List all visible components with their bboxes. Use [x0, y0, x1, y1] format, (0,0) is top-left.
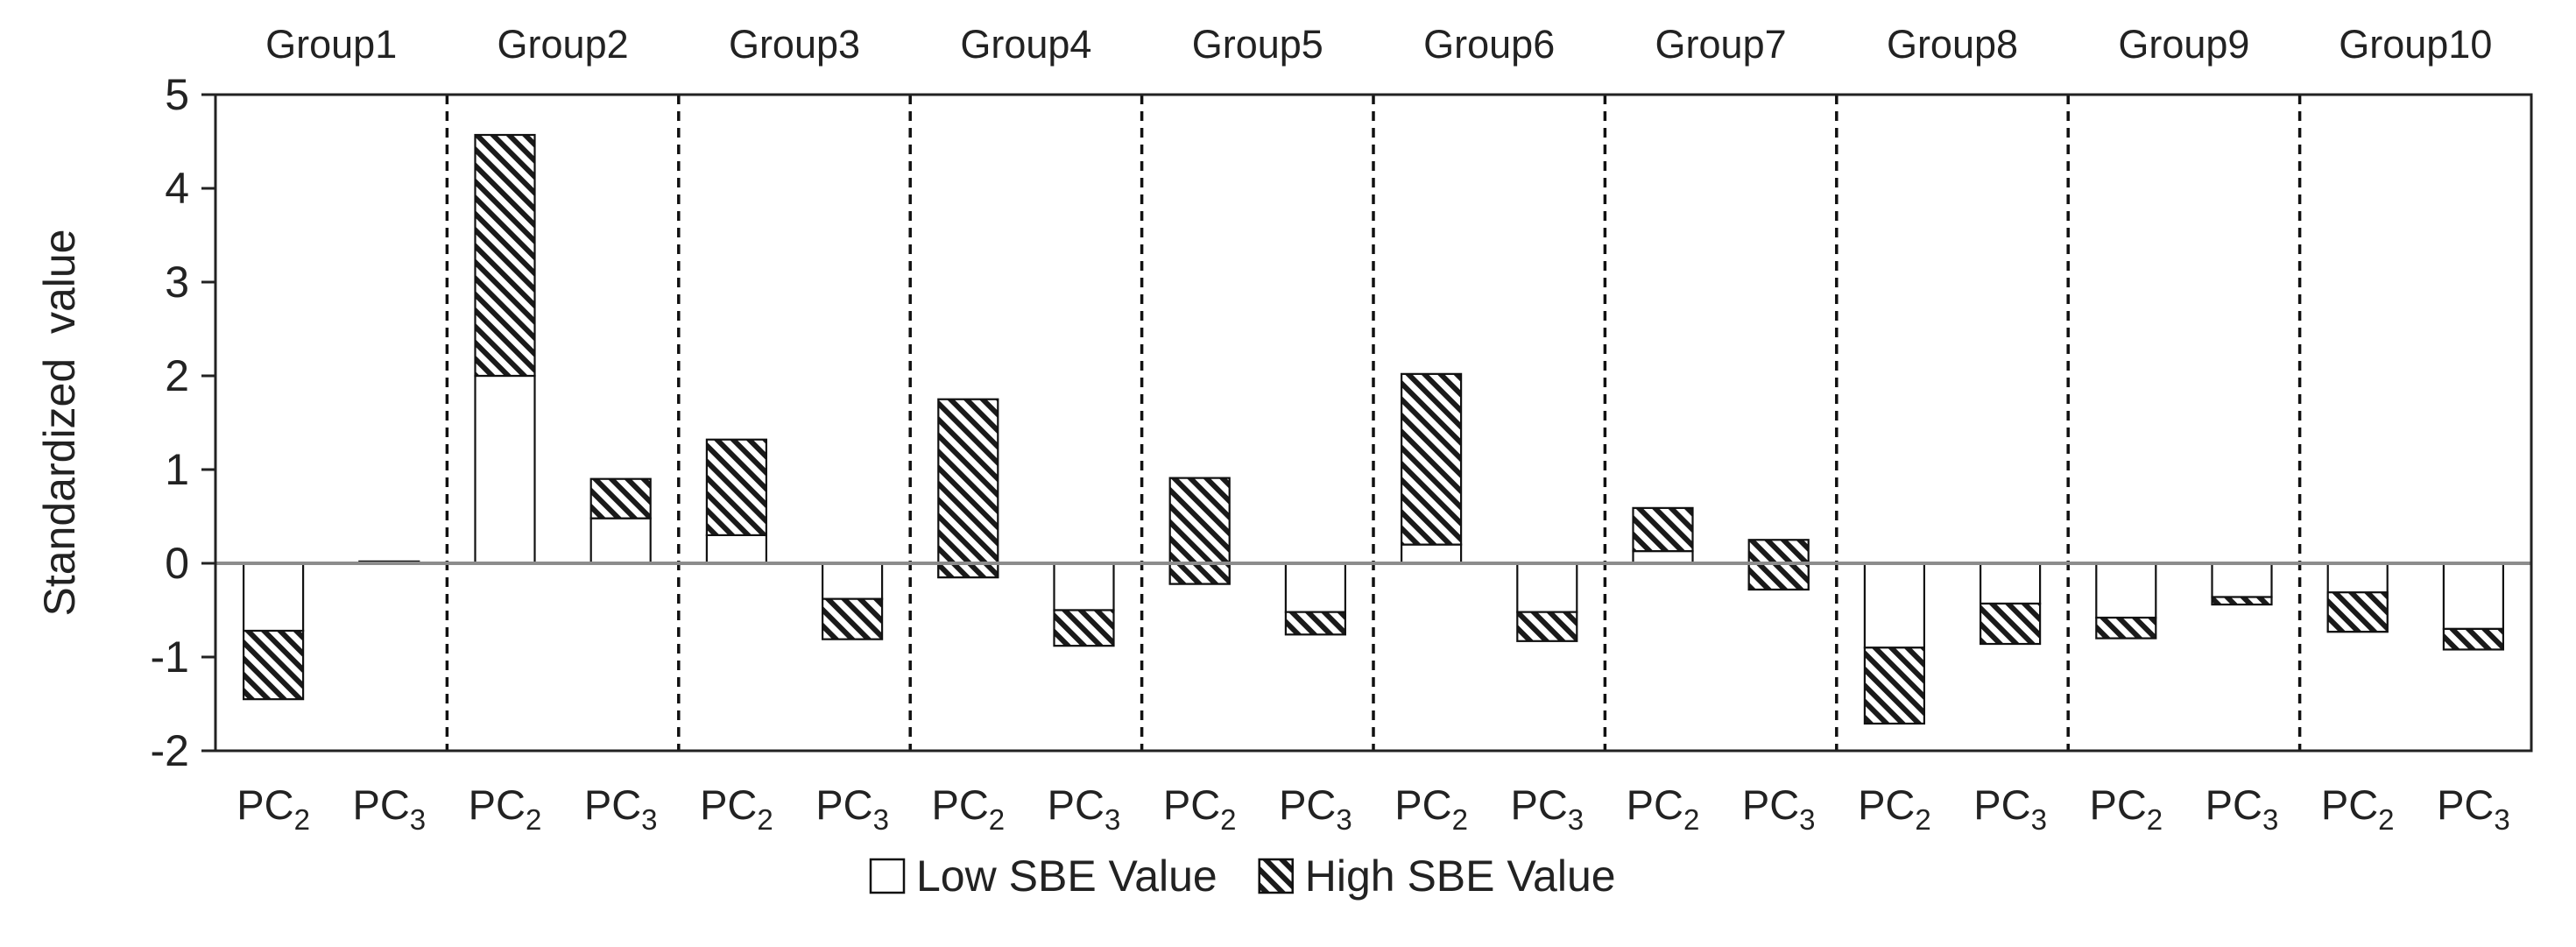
group-label-1: Group1: [265, 22, 397, 67]
bar-low-group2-pc3: [589, 517, 652, 565]
pc-label-group2-pc2: PC2: [469, 781, 542, 836]
y-tick-label: 3: [165, 258, 189, 307]
bar-high-group5-pc2: [1168, 477, 1231, 585]
bar-high-group10-pc2: [2326, 591, 2389, 633]
bar-high-group10-pc3: [2442, 627, 2504, 651]
group-separators: [445, 95, 2302, 751]
group-label-6: Group6: [1423, 22, 1555, 67]
bar-low-group6-pc2: [1400, 543, 1463, 565]
bar-low-group5-pc3: [1284, 562, 1347, 613]
y-tick-label: 5: [165, 70, 189, 119]
bar-high-group9-pc3: [2211, 596, 2273, 606]
group-label-9: Group9: [2118, 22, 2249, 67]
bar-high-group8-pc3: [1980, 602, 2042, 646]
legend: Low SBE Value High SBE Value: [869, 852, 1616, 901]
pc-label-group6-pc2: PC2: [1394, 781, 1468, 836]
group-label-10: Group10: [2339, 22, 2492, 67]
plot-area-border: [214, 93, 2533, 753]
pc-label-group3-pc2: PC2: [700, 781, 773, 836]
bar-low-group8-pc3: [1980, 562, 2042, 605]
bar-low-group9-pc2: [2095, 562, 2157, 619]
bar-high-group3-pc2: [705, 438, 768, 537]
bar-high-group8-pc2: [1863, 647, 1925, 725]
group-label-5: Group5: [1192, 22, 1323, 67]
bar-low-group1-pc2: [243, 562, 305, 633]
legend-label-high: High SBE Value: [1305, 852, 1616, 901]
pc-label-group6-pc3: PC3: [1510, 781, 1584, 836]
axes: [201, 93, 2533, 753]
bar-high-group5-pc3: [1284, 611, 1347, 636]
bar-low-group6-pc3: [1516, 562, 1578, 613]
bar-low-group9-pc3: [2211, 562, 2273, 598]
pc-label-group9-pc2: PC2: [2089, 781, 2163, 836]
bar-low-group4-pc3: [1053, 562, 1115, 611]
bars: [243, 133, 2504, 725]
pc-label-group1-pc2: PC2: [236, 781, 310, 836]
bar-high-group7-pc2: [1632, 506, 1694, 553]
y-tick-label: -2: [151, 726, 189, 775]
group-label-8: Group8: [1887, 22, 2018, 67]
bar-high-group1-pc2: [243, 629, 305, 701]
pc-label-group2-pc3: PC3: [584, 781, 658, 836]
pc-label-group7-pc3: PC3: [1742, 781, 1816, 836]
bar-low-group3-pc2: [705, 534, 768, 565]
pc-label-group5-pc2: PC2: [1163, 781, 1237, 836]
y-tick-label: 2: [165, 351, 189, 400]
pc-label-group9-pc3: PC3: [2205, 781, 2279, 836]
pc-label-group1-pc3: PC3: [352, 781, 426, 836]
pc-label-group4-pc2: PC2: [931, 781, 1005, 836]
y-tick-label: 1: [165, 445, 189, 494]
y-tick-label: 4: [165, 164, 189, 213]
pc-label-group7-pc2: PC2: [1627, 781, 1700, 836]
bar-high-group9-pc2: [2095, 616, 2157, 640]
y-tick-label: -1: [151, 633, 189, 682]
bar-high-group2-pc2: [474, 133, 536, 378]
pc-label-group8-pc3: PC3: [1973, 781, 2047, 836]
bar-high-group6-pc2: [1400, 372, 1463, 546]
group-label-3: Group3: [729, 22, 860, 67]
labels: 5 4 3 2 1 0 -1 -2 Standardized value Group1 Group2…: [35, 22, 2510, 836]
pc-label-group4-pc3: PC3: [1048, 781, 1121, 836]
pc-label-group5-pc3: PC3: [1279, 781, 1352, 836]
bar-low-group7-pc2: [1632, 549, 1694, 565]
bar-low-group3-pc3: [821, 562, 884, 600]
group-label-2: Group2: [498, 22, 629, 67]
legend-swatch-high: [1258, 858, 1294, 894]
bar-low-group2-pc2: [474, 374, 536, 565]
bar-low-group10-pc3: [2442, 562, 2504, 631]
group-label-7: Group7: [1655, 22, 1787, 67]
legend-label-low: Low SBE Value: [916, 852, 1217, 901]
pc-label-group8-pc2: PC2: [1858, 781, 1931, 836]
pc-label-group10-pc2: PC2: [2321, 781, 2395, 836]
legend-swatch-low: [869, 858, 906, 894]
bar-high-group6-pc3: [1516, 611, 1578, 642]
y-tick-label: 0: [165, 539, 189, 588]
group-label-4: Group4: [960, 22, 1091, 67]
bar-low-group8-pc2: [1863, 562, 1925, 649]
bar-high-group4-pc3: [1053, 609, 1115, 647]
bar-high-group4-pc2: [937, 398, 999, 579]
bar-high-group3-pc3: [821, 597, 884, 640]
y-axis-title: Standardized value: [35, 230, 84, 617]
pc-label-group10-pc3: PC3: [2437, 781, 2510, 836]
pc-label-group3-pc3: PC3: [815, 781, 889, 836]
bar-high-group2-pc3: [589, 477, 652, 519]
